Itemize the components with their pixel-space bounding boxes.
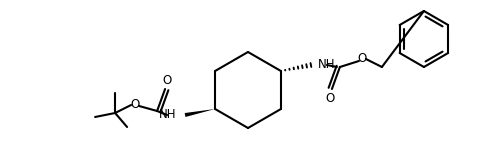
Text: NH: NH bbox=[318, 59, 335, 72]
Text: O: O bbox=[357, 52, 366, 65]
Polygon shape bbox=[185, 109, 215, 117]
Text: O: O bbox=[163, 74, 172, 88]
Text: O: O bbox=[131, 99, 140, 112]
Text: NH: NH bbox=[159, 109, 176, 122]
Text: O: O bbox=[325, 92, 335, 104]
